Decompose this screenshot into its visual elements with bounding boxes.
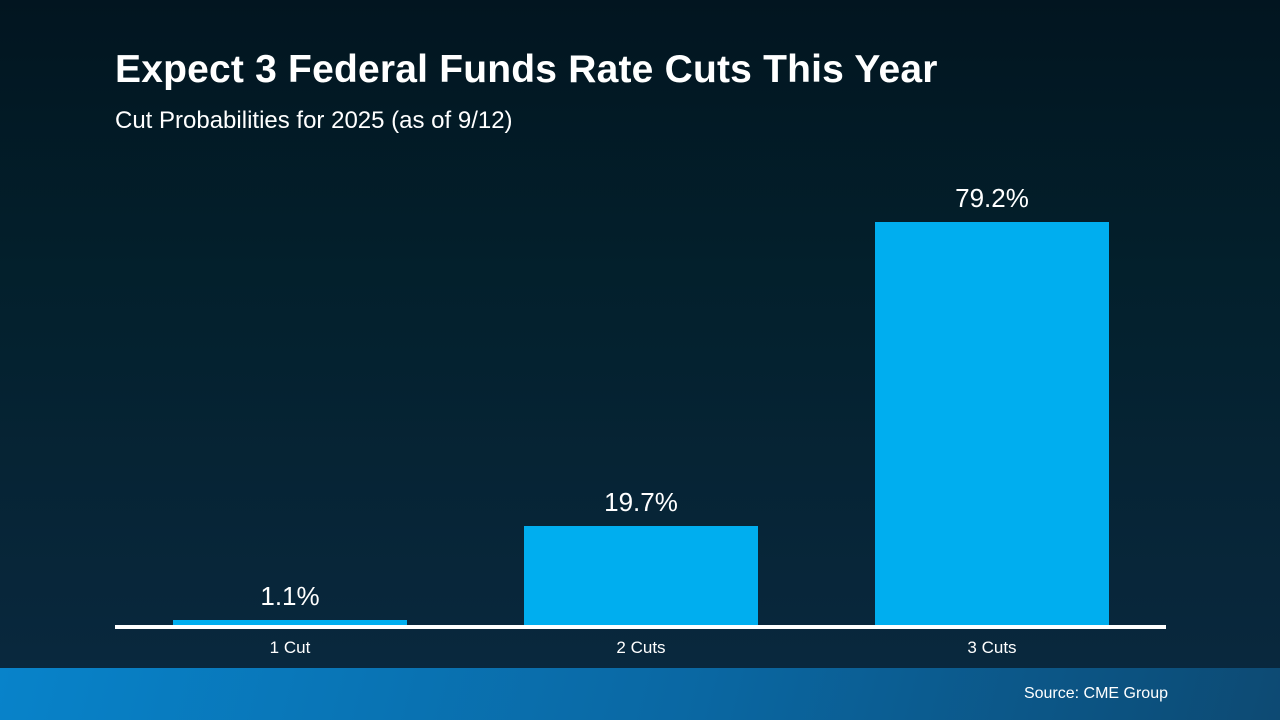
- bar-3-cuts: [875, 222, 1109, 626]
- footer-bar: Source: CME Group: [0, 668, 1280, 720]
- bar-2-cuts: [524, 525, 758, 626]
- header: Expect 3 Federal Funds Rate Cuts This Ye…: [115, 48, 938, 135]
- bar-1-cut: [173, 620, 407, 626]
- x-axis-label-1-cut: 1 Cut: [269, 638, 311, 657]
- bar-group-1-cut: 1.1%: [173, 170, 407, 626]
- x-axis-label-3-cuts: 3 Cuts: [967, 638, 1017, 657]
- bar-value-label: 1.1%: [260, 581, 320, 612]
- source-attribution: Source: CME Group: [1023, 685, 1168, 702]
- bar-group-2-cuts: 19.7%: [524, 170, 758, 626]
- bar-chart: 1.1% 19.7% 79.2%: [115, 170, 1166, 626]
- bar-value-label: 79.2%: [955, 183, 1029, 214]
- page-title: Expect 3 Federal Funds Rate Cuts This Ye…: [115, 48, 938, 91]
- bar-group-3-cuts: 79.2%: [875, 170, 1109, 626]
- bar-value-label: 19.7%: [604, 486, 678, 517]
- page-subtitle: Cut Probabilities for 2025 (as of 9/12): [115, 106, 513, 134]
- x-axis-label-2-cuts: 2 Cuts: [616, 638, 666, 657]
- x-axis-line: [115, 625, 1166, 629]
